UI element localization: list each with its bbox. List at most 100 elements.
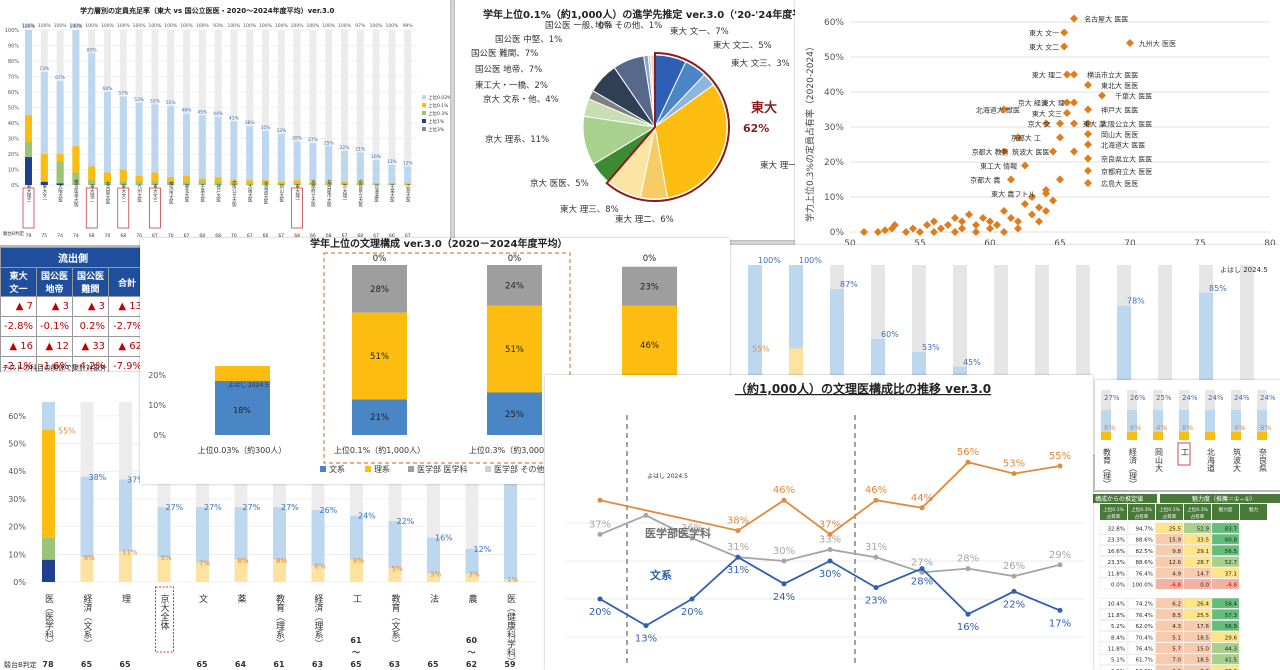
p1-bar-low bbox=[341, 183, 348, 185]
p1-col-label: 千葉大医 bbox=[200, 183, 205, 203]
p10-cell: 33.5 bbox=[1197, 538, 1210, 544]
p3-point bbox=[1084, 81, 1092, 89]
flow-col-header: 東大 文一 bbox=[0, 267, 38, 297]
p3-point-label: 奈良県立大 医医 bbox=[1101, 155, 1152, 164]
p1-col-label: 広島大医 bbox=[405, 183, 410, 203]
p10-cell: 56.9 bbox=[1225, 624, 1238, 630]
p3-point bbox=[1063, 98, 1071, 107]
p5-tag: よはし 2024.5 bbox=[228, 382, 269, 389]
p10-cell: 28.0 bbox=[1225, 669, 1238, 670]
p9-bar bbox=[1205, 410, 1215, 440]
p1-bar-low bbox=[325, 183, 333, 185]
p10-cell-bg bbox=[1211, 598, 1240, 609]
p6-point bbox=[781, 558, 787, 564]
p8-col-label: 経済（文系） bbox=[82, 593, 93, 648]
p8-rikei-label: 5% bbox=[392, 565, 403, 573]
p8-chart: 0% 10% 20% 30% 40% 50% 60% 55% 医（医学科） 78 9% 38% 経済（文… bbox=[4, 402, 535, 669]
p10-cell: 16.6% bbox=[1108, 549, 1125, 555]
p1-bar-bg bbox=[230, 30, 238, 185]
p9-col: 教育（理） bbox=[1103, 447, 1112, 488]
flow-cell: -0.1% bbox=[36, 316, 74, 337]
p10-cell: 0.0 bbox=[1200, 583, 1209, 589]
p1-pct-label: 99% bbox=[403, 23, 414, 29]
p2-slice-label: 東大 文二、5% bbox=[713, 40, 772, 51]
p6-point bbox=[827, 547, 833, 553]
p1-bar-top bbox=[325, 146, 333, 185]
p1-legend-label: 上位1% bbox=[428, 118, 445, 125]
p10-cell-bg bbox=[1183, 567, 1212, 578]
p1-score: 68 bbox=[199, 233, 205, 239]
p1-bar-bg bbox=[293, 30, 301, 185]
p10-cell-bg bbox=[1155, 642, 1184, 654]
p5-legend-label: 医学部 医学科 bbox=[417, 464, 468, 474]
flow-cell: ▲ 7 bbox=[0, 296, 38, 317]
flow-cell: ▲ 33 bbox=[72, 336, 110, 357]
p10-cell-bg bbox=[1099, 631, 1128, 642]
p1-bar-low bbox=[293, 183, 301, 185]
p10-cell: 74.2% bbox=[1136, 602, 1153, 608]
p1-highlight-box bbox=[291, 187, 303, 229]
p10-cell: 5.1 bbox=[1172, 635, 1181, 641]
p9-rikei: 6% bbox=[1130, 424, 1141, 432]
p10-cell-bg bbox=[1211, 620, 1240, 631]
p9-pct: 24% bbox=[1260, 394, 1276, 402]
p9-bar bbox=[1127, 410, 1137, 440]
p1-bar-top bbox=[56, 81, 64, 185]
p3-point-label: 東大 農フトル bbox=[991, 190, 1035, 199]
p1-bar-low bbox=[72, 172, 80, 185]
p8-bar bbox=[311, 510, 325, 582]
flow-col-header: 国公医 地帝 bbox=[36, 267, 74, 297]
p3-point bbox=[1042, 189, 1050, 198]
p1-legend-swatch bbox=[422, 103, 426, 107]
p8-rikei-label: 11% bbox=[122, 549, 138, 557]
p10-cell-bg bbox=[1127, 609, 1156, 620]
p1-pct-label: 100% bbox=[69, 23, 83, 29]
p7-label: 100% bbox=[758, 256, 781, 265]
p3-point bbox=[1063, 70, 1071, 79]
p1-top-label: 38% bbox=[245, 120, 256, 126]
p1-bar-mid bbox=[230, 180, 238, 185]
p1-bar-mid bbox=[151, 172, 159, 185]
p8-rikei-label: 3% bbox=[469, 571, 480, 579]
p3-point-label: 大阪公立大 医医 bbox=[1101, 120, 1152, 129]
p5-bar-bunkei bbox=[215, 381, 270, 435]
p10-cell-bg bbox=[1127, 654, 1156, 665]
p2-slice-label: 国公医 難関、7% bbox=[471, 48, 538, 59]
p10-cell: 11.8% bbox=[1108, 647, 1125, 653]
p1-pct-label: 100% bbox=[385, 23, 399, 29]
p1-top-label: 51% bbox=[166, 100, 177, 106]
p1-bar-low bbox=[88, 180, 96, 185]
p3-point-label: 東工大 情報 bbox=[980, 162, 1017, 171]
p1-score: 66 bbox=[263, 233, 269, 239]
p10-cell: 15.0 bbox=[1197, 647, 1210, 653]
p3-point bbox=[1028, 210, 1036, 219]
p6-point-label: 22% bbox=[1003, 599, 1025, 610]
p3-xtick: 70 bbox=[1124, 239, 1136, 249]
p10-cell-bg bbox=[1183, 534, 1212, 545]
p3-point bbox=[1084, 166, 1092, 175]
p1-pct-label: 100% bbox=[338, 23, 352, 29]
p10-col-header: 魅力 bbox=[1249, 506, 1259, 513]
p3-point bbox=[951, 228, 959, 236]
p1-bar-low bbox=[356, 183, 364, 185]
p6-point bbox=[873, 554, 879, 560]
p5-bar-rikei bbox=[215, 366, 270, 381]
p1-score: 67 bbox=[405, 233, 411, 239]
p3-point bbox=[1070, 147, 1078, 156]
p2-slice-label: 国公医 中堅、1% bbox=[495, 34, 562, 45]
p1-score: 70 bbox=[136, 233, 142, 239]
p1-col-label: 北海道医 bbox=[374, 183, 379, 203]
p5-bar-label: 23% bbox=[640, 282, 659, 292]
p1-bar-top bbox=[262, 130, 269, 185]
p6-series-name: 医学部医学科 bbox=[645, 526, 711, 540]
p3-point-label: 千葉大 医医 bbox=[1115, 92, 1152, 101]
p1-score: 67 bbox=[342, 233, 348, 239]
p2-slice-label: 東大 理二、6% bbox=[615, 214, 674, 225]
p1-pct-label: 100% bbox=[133, 23, 147, 29]
p8-highlight-box bbox=[155, 586, 174, 653]
p9-col: 北海道 bbox=[1207, 448, 1216, 473]
p10-cell-bg bbox=[1127, 642, 1156, 654]
p10-header-bg bbox=[1160, 494, 1280, 503]
p10-cell: 23.3% bbox=[1108, 560, 1125, 566]
p6-point bbox=[965, 611, 971, 617]
